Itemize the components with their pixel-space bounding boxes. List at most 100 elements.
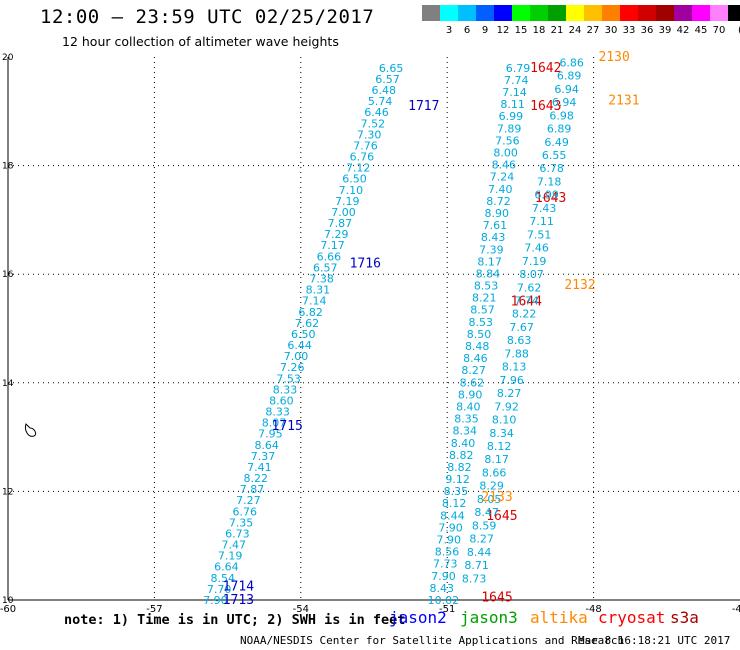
pass-time-label: 2132 [564,278,595,293]
wave-height-value: 6.98 [549,109,574,122]
wave-height-value: 8.34 [489,427,513,440]
wave-height-value: 7.73 [433,558,458,571]
legend-swatch [566,5,584,21]
wave-height-value: 5.74 [368,95,393,108]
wave-height-value: 8.82 [447,461,472,474]
wave-height-value: 7.19 [522,255,547,268]
legend-swatch [422,5,440,21]
wave-height-value: 8.44 [440,509,465,522]
pass-time-label: 1643 [530,99,561,114]
legend-swatch [602,5,620,21]
island-outline [25,423,37,437]
wave-height-value: 8.66 [482,466,507,479]
wave-height-value: 7.61 [483,219,508,232]
wave-height-value: 7.87 [328,217,353,230]
wave-height-value: 8.47 [474,506,499,519]
legend-swatch [476,5,494,21]
pass-time-label: 1644 [511,294,542,309]
wave-height-value: 6.66 [317,250,342,263]
wave-height-value: 8.63 [507,334,531,347]
wave-height-value: 8.12 [442,497,467,510]
legend-label: 6 [464,25,470,36]
wave-height-value: 8.43 [481,231,506,244]
legend-label: 18 [533,25,546,36]
legend-label: 45 [695,25,708,36]
wave-height-value: 6.76 [350,151,375,164]
legend-swatch [656,5,674,21]
wave-height-value: 8.27 [461,364,486,377]
wave-height-value: 7.37 [251,450,276,463]
wave-height-value: 6.64 [214,561,239,574]
legend-swatch [710,5,728,21]
legend-swatch [620,5,638,21]
legend-swatch [440,5,458,21]
longitude-tick-label: -60 [0,604,16,615]
wave-height-value: 6.73 [225,527,250,540]
wave-height-value: 8.07 [262,417,287,430]
wave-height-value: 8.90 [484,207,509,220]
wave-height-value: 7.56 [495,134,520,147]
wave-height-value: 7.12 [346,162,371,175]
legend-label: 70 [713,25,726,36]
wave-height-value: 6.86 [559,56,584,69]
wave-height-value: 6.65 [379,62,404,75]
legend-swatch [512,5,530,21]
legend-swatch [584,5,602,21]
satellite-label-altika: altika [530,608,588,627]
pass-time-label: 1716 [350,256,381,271]
page-title: 12:00 – 23:59 UTC 02/25/2017 [40,6,375,28]
wave-height-value: 7.96 [499,374,523,387]
wave-height-value: 8.35 [444,485,469,498]
longitude-tick-label: -51 [439,604,455,615]
wave-height-value: 8.33 [265,406,290,419]
wave-height-value: 8.12 [487,440,512,453]
wave-height-value: 6.50 [291,328,316,341]
wave-height-value: 7.53 [276,372,301,385]
wave-height-value: 6.79 [506,62,531,75]
wave-height-value: 8.46 [463,352,488,365]
wave-height-value: 7.41 [247,461,272,474]
satellite-label-jason3: jason3 [460,608,518,627]
latitude-tick-label: 10 [2,596,14,606]
pass-time-label: 1642 [530,61,561,76]
satellite-label-jason2: jason2 [389,608,447,627]
wave-height-value: 8.27 [497,387,521,400]
wave-height-value: 8.43 [429,582,454,595]
wave-height-value: 7.11 [529,215,554,228]
pass-time-label: 1643 [535,191,566,206]
pass-time-label: 1645 [481,590,512,605]
pass-time-label: 1714 [223,579,254,594]
wave-height-value: 7.95 [258,428,283,441]
wave-height-value: 8.54 [211,572,236,585]
latitude-tick-label: 18 [2,162,14,172]
wave-height-value: 6.46 [364,106,389,119]
wave-height-value: 8.46 [492,159,516,172]
wave-height-value: 8.13 [502,361,526,374]
wave-height-value: 8.40 [456,400,481,413]
pass-time-label: 2130 [598,50,629,65]
wave-height-value: 8.17 [477,255,502,268]
wave-height-value: 9.12 [445,473,470,486]
units-note: note: 1) Time is in UTC; 2) SWH is in fe… [64,612,406,628]
wave-height-value: 7.14 [502,86,527,99]
legend-label: 24 [569,25,582,36]
wave-height-value: 7.90 [203,594,228,607]
wave-height-value: 8.73 [462,572,487,585]
wave-height-value: 7.40 [488,183,512,196]
wave-height-value: 8.27 [469,533,494,546]
legend-swatch [530,5,548,21]
pass-time-label: 2131 [608,93,639,108]
wave-height-value: 8.21 [472,292,497,305]
wave-height-value: 6.99 [499,110,524,123]
wave-height-value: 6.49 [544,136,569,149]
wave-height-value: 8.22 [512,308,537,321]
wave-height-value: 8.11 [500,98,525,111]
latitude-tick-label: 20 [2,53,14,63]
legend-label: 3 [446,25,452,36]
wave-height-value: 7.89 [497,122,522,135]
wave-height-value: 8.90 [458,388,483,401]
wave-height-value: 7.27 [236,494,261,507]
legend-unit: (ft) [738,25,740,36]
wave-height-value: 7.62 [517,281,542,294]
